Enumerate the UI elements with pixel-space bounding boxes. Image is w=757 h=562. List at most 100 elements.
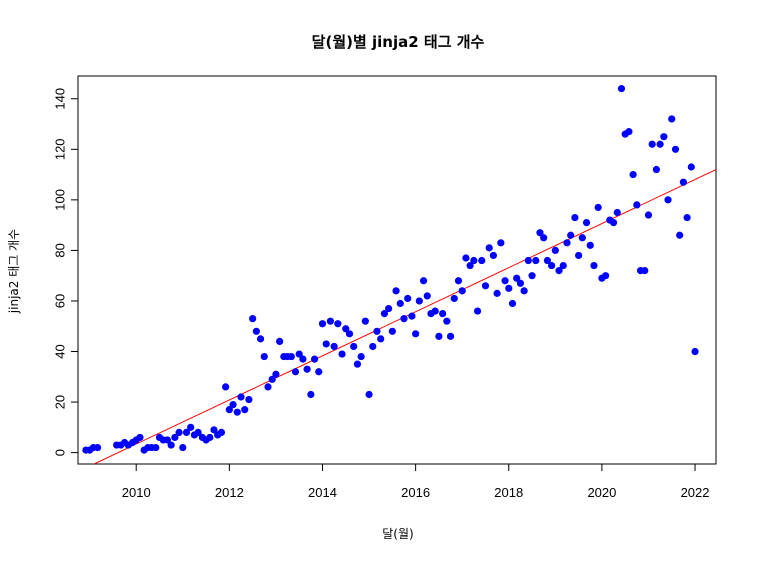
data-point: [373, 327, 381, 335]
data-point: [594, 203, 602, 212]
data-point: [338, 350, 346, 358]
x-axis: 2010 2012 2014 2016 2018 2020 2022: [122, 463, 710, 500]
data-point: [225, 406, 233, 414]
data-point: [458, 287, 466, 295]
data-point: [555, 267, 563, 275]
data-point: [377, 335, 385, 343]
data-point: [264, 383, 272, 391]
data-point: [163, 436, 172, 444]
data-point: [222, 383, 230, 391]
data-point: [252, 327, 260, 335]
data-point: [617, 85, 626, 93]
data-point: [171, 433, 179, 442]
data-point: [671, 145, 680, 153]
data-point: [625, 128, 633, 136]
data-point: [206, 433, 214, 442]
data-point: [357, 352, 365, 361]
x-tick-label: 2010: [122, 485, 151, 500]
data-point: [210, 426, 218, 434]
data-points: [82, 85, 699, 454]
data-point: [435, 332, 443, 340]
y-tick-label: 20: [53, 395, 68, 409]
data-point: [392, 287, 400, 295]
data-point: [419, 277, 428, 285]
data-point: [520, 287, 528, 295]
data-point: [571, 213, 579, 222]
data-point: [299, 355, 307, 363]
data-point: [237, 393, 245, 401]
data-point: [656, 140, 664, 148]
data-point: [473, 307, 482, 315]
data-point: [664, 196, 672, 204]
data-point: [548, 261, 556, 270]
data-point: [217, 428, 226, 437]
data-point: [641, 267, 649, 275]
data-point: [679, 178, 688, 186]
data-point: [466, 261, 474, 270]
data-point: [287, 352, 295, 361]
data-point: [633, 201, 641, 209]
data-point: [508, 299, 517, 308]
x-tick-label: 2022: [681, 485, 710, 500]
data-point: [310, 355, 319, 363]
data-point: [93, 443, 102, 452]
data-point: [229, 400, 237, 409]
data-point: [450, 294, 458, 303]
x-tick-label: 2016: [401, 485, 430, 500]
trend-line: [92, 169, 716, 464]
data-point: [369, 342, 377, 351]
y-tick-label: 60: [53, 294, 68, 308]
data-point: [272, 370, 280, 378]
data-point: [175, 428, 183, 437]
data-point: [668, 115, 676, 123]
data-point: [412, 330, 420, 338]
data-point: [249, 315, 257, 323]
data-point: [439, 310, 447, 318]
data-point: [443, 317, 451, 325]
chart-title: 달(월)별 jinja2 태그 개수: [312, 33, 485, 51]
data-point: [182, 428, 191, 437]
data-point: [590, 261, 598, 270]
data-point: [152, 443, 160, 452]
data-point: [318, 320, 327, 328]
data-point: [446, 332, 455, 340]
data-point: [462, 254, 470, 262]
data-point: [167, 441, 175, 449]
data-point: [385, 304, 393, 313]
data-point: [361, 317, 369, 325]
data-point: [532, 256, 540, 265]
data-point: [291, 368, 300, 376]
data-point: [613, 208, 621, 217]
data-point: [567, 231, 575, 239]
data-point: [501, 277, 509, 285]
data-point: [388, 327, 396, 335]
data-point: [241, 406, 249, 414]
data-point: [326, 317, 335, 325]
data-point: [454, 277, 463, 285]
data-point: [136, 433, 144, 442]
data-point: [489, 251, 497, 260]
data-point: [528, 272, 536, 280]
data-point: [575, 251, 583, 260]
data-point: [334, 320, 342, 328]
data-point: [194, 428, 202, 437]
data-point: [350, 342, 358, 351]
data-point: [330, 342, 338, 351]
y-tick-label: 100: [53, 189, 68, 211]
data-point: [493, 289, 501, 297]
data-point: [260, 352, 268, 361]
data-point: [629, 170, 637, 179]
data-point: [691, 347, 699, 356]
data-point: [380, 310, 389, 318]
y-tick-label: 140: [53, 88, 68, 110]
data-point: [559, 261, 567, 270]
data-point: [609, 219, 618, 227]
data-point: [513, 274, 521, 282]
data-point: [543, 256, 552, 265]
data-point: [481, 282, 490, 290]
y-tick-label: 0: [53, 449, 68, 456]
data-point: [404, 294, 412, 303]
data-point: [423, 292, 431, 300]
data-point: [187, 423, 195, 431]
x-tick-label: 2018: [494, 485, 523, 500]
